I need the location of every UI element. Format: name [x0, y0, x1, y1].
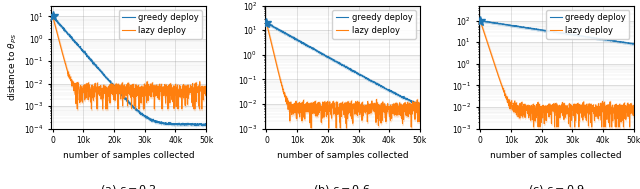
lazy deploy — [530, 126, 538, 128]
Title: (a) $\varepsilon = 0.2$: (a) $\varepsilon = 0.2$ — [100, 183, 157, 189]
greedy deploy — [278, 30, 286, 33]
lazy deploy — [476, 20, 484, 22]
greedy deploy — [544, 30, 552, 32]
lazy deploy — [630, 114, 637, 116]
greedy deploy — [385, 89, 393, 91]
greedy deploy — [416, 104, 424, 106]
lazy deploy — [74, 108, 81, 110]
greedy deploy — [325, 56, 333, 58]
Line: greedy deploy: greedy deploy — [480, 21, 634, 44]
greedy deploy — [368, 81, 376, 83]
lazy deploy — [382, 107, 390, 109]
greedy deploy — [172, 123, 179, 125]
X-axis label: number of samples collected: number of samples collected — [490, 151, 622, 160]
greedy deploy — [202, 123, 210, 125]
lazy deploy — [368, 106, 376, 108]
lazy deploy — [385, 111, 393, 113]
Line: lazy deploy: lazy deploy — [52, 16, 206, 109]
greedy deploy — [154, 121, 162, 123]
greedy deploy — [116, 92, 124, 94]
lazy deploy — [262, 22, 270, 24]
Line: lazy deploy: lazy deploy — [266, 23, 420, 128]
lazy deploy — [49, 15, 56, 18]
greedy deploy — [65, 33, 72, 36]
Line: greedy deploy: greedy deploy — [52, 16, 206, 126]
greedy deploy — [599, 38, 607, 41]
lazy deploy — [154, 88, 162, 91]
greedy deploy — [111, 86, 118, 88]
greedy deploy — [539, 29, 547, 31]
lazy deploy — [168, 99, 176, 101]
lazy deploy — [116, 85, 124, 88]
greedy deploy — [330, 59, 338, 61]
lazy deploy — [202, 93, 210, 95]
Legend: greedy deploy, lazy deploy: greedy deploy, lazy deploy — [118, 10, 202, 39]
Line: greedy deploy: greedy deploy — [266, 23, 420, 105]
greedy deploy — [416, 104, 424, 106]
greedy deploy — [582, 36, 589, 38]
lazy deploy — [65, 71, 72, 74]
greedy deploy — [630, 43, 637, 45]
greedy deploy — [476, 20, 484, 22]
lazy deploy — [539, 108, 547, 110]
lazy deploy — [307, 127, 315, 129]
greedy deploy — [262, 22, 270, 24]
greedy deploy — [596, 38, 604, 40]
Legend: greedy deploy, lazy deploy: greedy deploy, lazy deploy — [332, 10, 416, 39]
greedy deploy — [168, 123, 176, 125]
lazy deploy — [544, 111, 552, 113]
greedy deploy — [263, 22, 271, 24]
lazy deploy — [582, 110, 589, 112]
Title: (b) $\varepsilon = 0.6$: (b) $\varepsilon = 0.6$ — [314, 183, 371, 189]
greedy deploy — [492, 22, 500, 24]
lazy deploy — [330, 109, 338, 112]
greedy deploy — [49, 15, 56, 17]
lazy deploy — [492, 67, 500, 70]
Line: lazy deploy: lazy deploy — [480, 21, 634, 127]
greedy deploy — [199, 125, 207, 127]
Y-axis label: distance to $\theta_{PS}$: distance to $\theta_{PS}$ — [6, 33, 19, 101]
X-axis label: number of samples collected: number of samples collected — [276, 151, 408, 160]
greedy deploy — [382, 88, 390, 90]
lazy deploy — [599, 106, 607, 108]
Legend: greedy deploy, lazy deploy: greedy deploy, lazy deploy — [546, 10, 629, 39]
X-axis label: number of samples collected: number of samples collected — [63, 151, 195, 160]
lazy deploy — [596, 114, 604, 117]
greedy deploy — [477, 20, 484, 22]
Title: (c) $\varepsilon = 0.9$: (c) $\varepsilon = 0.9$ — [527, 183, 585, 189]
lazy deploy — [111, 93, 119, 96]
lazy deploy — [325, 127, 333, 129]
lazy deploy — [172, 85, 179, 88]
lazy deploy — [416, 105, 424, 108]
lazy deploy — [278, 85, 286, 87]
